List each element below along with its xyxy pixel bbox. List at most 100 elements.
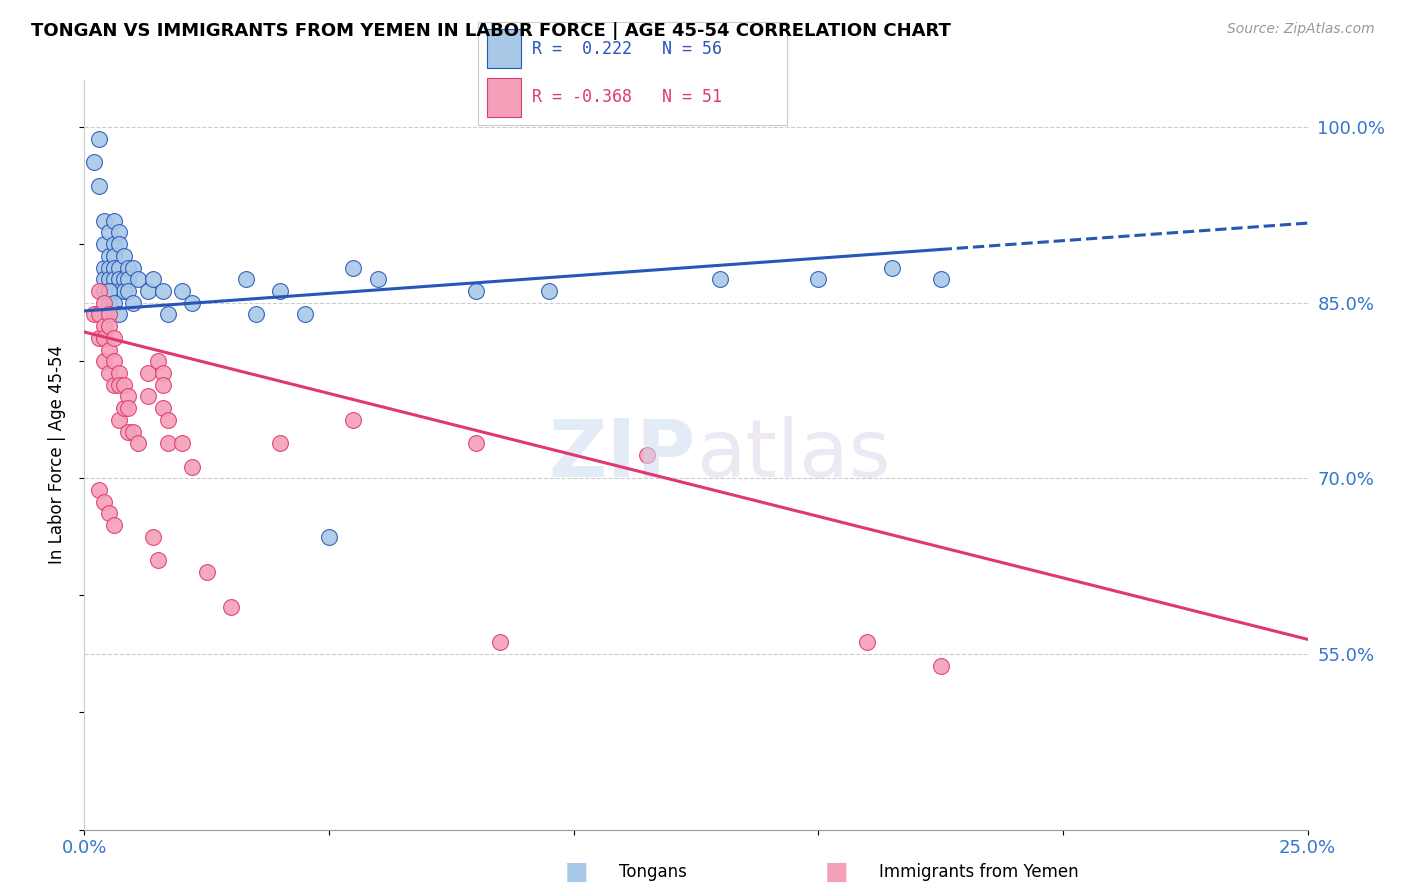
Point bbox=[807, 272, 830, 286]
Point bbox=[122, 295, 145, 310]
Point bbox=[219, 600, 242, 615]
Point bbox=[87, 132, 110, 146]
Point bbox=[122, 260, 145, 275]
Point bbox=[117, 425, 139, 439]
Point bbox=[172, 436, 194, 450]
Point bbox=[122, 425, 145, 439]
Point bbox=[93, 494, 115, 508]
Point bbox=[103, 377, 125, 392]
Point bbox=[103, 284, 125, 298]
Point bbox=[97, 307, 120, 321]
Point bbox=[107, 237, 129, 252]
Point bbox=[87, 178, 110, 193]
Point bbox=[97, 226, 120, 240]
Text: TONGAN VS IMMIGRANTS FROM YEMEN IN LABOR FORCE | AGE 45-54 CORRELATION CHART: TONGAN VS IMMIGRANTS FROM YEMEN IN LABOR… bbox=[31, 22, 950, 40]
Point bbox=[107, 377, 129, 392]
Point bbox=[146, 354, 169, 368]
Point bbox=[117, 389, 139, 403]
Point bbox=[636, 448, 658, 462]
Point bbox=[142, 530, 165, 544]
Text: ■: ■ bbox=[565, 861, 588, 884]
Point bbox=[195, 565, 218, 579]
Point bbox=[342, 260, 364, 275]
Point bbox=[117, 272, 139, 286]
Point bbox=[538, 284, 561, 298]
Point bbox=[156, 436, 179, 450]
Text: ■: ■ bbox=[825, 861, 848, 884]
Point bbox=[97, 507, 120, 521]
Point bbox=[103, 249, 125, 263]
Point bbox=[342, 413, 364, 427]
Point bbox=[103, 518, 125, 533]
Point bbox=[97, 284, 120, 298]
Point bbox=[136, 284, 159, 298]
Point bbox=[103, 354, 125, 368]
Point bbox=[152, 401, 174, 415]
Point bbox=[136, 366, 159, 380]
Point bbox=[464, 284, 486, 298]
Point bbox=[112, 284, 135, 298]
Point bbox=[107, 260, 129, 275]
Text: ZIP: ZIP bbox=[548, 416, 696, 494]
Point bbox=[93, 319, 115, 334]
Point bbox=[269, 284, 291, 298]
Point bbox=[127, 272, 149, 286]
Point bbox=[152, 366, 174, 380]
Point bbox=[97, 260, 120, 275]
Point bbox=[117, 260, 139, 275]
Point bbox=[112, 377, 135, 392]
Point bbox=[146, 553, 169, 567]
Point bbox=[112, 401, 135, 415]
Point bbox=[93, 354, 115, 368]
Point bbox=[97, 366, 120, 380]
Point bbox=[97, 284, 120, 298]
Bar bbox=[488, 29, 522, 69]
Point bbox=[136, 389, 159, 403]
Point bbox=[93, 284, 115, 298]
Point bbox=[93, 331, 115, 345]
Point bbox=[103, 295, 125, 310]
Point bbox=[103, 272, 125, 286]
Point bbox=[127, 436, 149, 450]
Point bbox=[152, 377, 174, 392]
Text: R = -0.368   N = 51: R = -0.368 N = 51 bbox=[533, 88, 723, 106]
Point bbox=[93, 237, 115, 252]
Point bbox=[93, 260, 115, 275]
Point bbox=[181, 295, 204, 310]
Point bbox=[107, 413, 129, 427]
Point bbox=[294, 307, 316, 321]
Point bbox=[172, 284, 194, 298]
Point bbox=[112, 272, 135, 286]
Text: R =  0.222   N = 56: R = 0.222 N = 56 bbox=[533, 40, 723, 58]
Y-axis label: In Labor Force | Age 45-54: In Labor Force | Age 45-54 bbox=[48, 345, 66, 565]
Point bbox=[117, 284, 139, 298]
Point bbox=[152, 284, 174, 298]
Point bbox=[112, 249, 135, 263]
Point bbox=[117, 401, 139, 415]
Point bbox=[107, 307, 129, 321]
Point bbox=[929, 658, 952, 673]
Point bbox=[107, 272, 129, 286]
Point bbox=[83, 155, 105, 169]
Point bbox=[156, 307, 179, 321]
Point bbox=[245, 307, 267, 321]
Point bbox=[235, 272, 257, 286]
Point bbox=[97, 295, 120, 310]
Point bbox=[318, 530, 340, 544]
Point bbox=[103, 213, 125, 227]
Point bbox=[142, 272, 165, 286]
Point bbox=[709, 272, 731, 286]
Point bbox=[87, 331, 110, 345]
Point bbox=[93, 272, 115, 286]
Point bbox=[87, 307, 110, 321]
Point bbox=[107, 226, 129, 240]
Text: Immigrants from Yemen: Immigrants from Yemen bbox=[879, 863, 1078, 881]
Point bbox=[880, 260, 903, 275]
Point bbox=[87, 284, 110, 298]
Point bbox=[97, 343, 120, 357]
Point bbox=[93, 295, 115, 310]
Point bbox=[181, 459, 204, 474]
Point bbox=[929, 272, 952, 286]
Point bbox=[83, 307, 105, 321]
Point bbox=[103, 237, 125, 252]
